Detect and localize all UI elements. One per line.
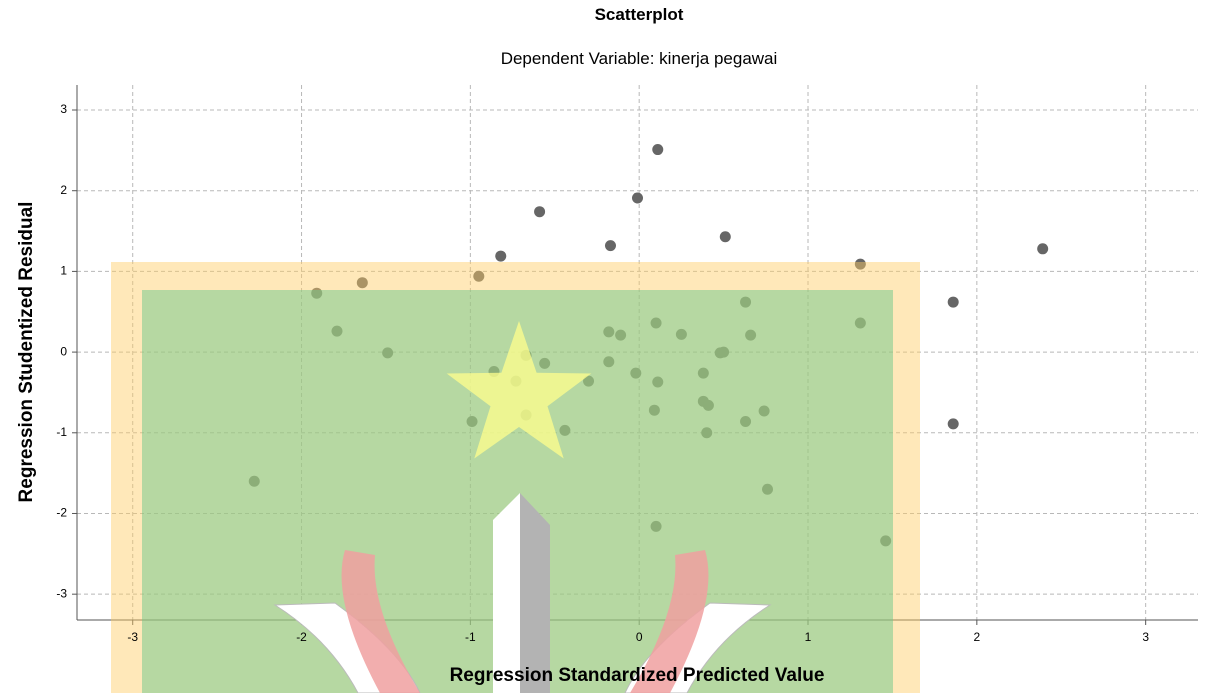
- y-tick-label: 0: [60, 344, 67, 358]
- x-axis-label: Regression Standardized Predicted Value: [450, 665, 825, 686]
- point: [948, 297, 959, 308]
- x-tick-label: -2: [296, 630, 307, 644]
- x-tick-label: 3: [1142, 630, 1149, 644]
- point: [605, 240, 616, 251]
- overlay-pillar: [520, 493, 550, 693]
- y-tick-label: 2: [60, 183, 67, 197]
- chart: Scatterplot Dependent Variable: kinerja …: [0, 0, 1210, 693]
- y-tick-label: 1: [60, 264, 67, 278]
- x-tick-label: -1: [465, 630, 476, 644]
- y-tick-label: 3: [60, 102, 67, 116]
- y-tick-label: -2: [56, 506, 67, 520]
- x-tick-label: 1: [805, 630, 812, 644]
- x-tick-label: 2: [973, 630, 980, 644]
- y-axis-label: Regression Studentized Residual: [16, 202, 37, 503]
- point: [720, 231, 731, 242]
- point: [1037, 243, 1048, 254]
- y-tick-label: -3: [56, 586, 67, 600]
- chart-subtitle: Dependent Variable: kinerja pegawai: [501, 49, 778, 68]
- x-tick-label: 0: [636, 630, 643, 644]
- overlay-pillar: [493, 493, 520, 693]
- point: [534, 206, 545, 217]
- point: [632, 192, 643, 203]
- point: [652, 144, 663, 155]
- x-tick-label: -3: [127, 630, 138, 644]
- y-tick-label: -1: [56, 425, 67, 439]
- overlay-logo: [111, 262, 920, 693]
- point: [948, 418, 959, 429]
- chart-title: Scatterplot: [595, 5, 684, 24]
- point: [495, 251, 506, 262]
